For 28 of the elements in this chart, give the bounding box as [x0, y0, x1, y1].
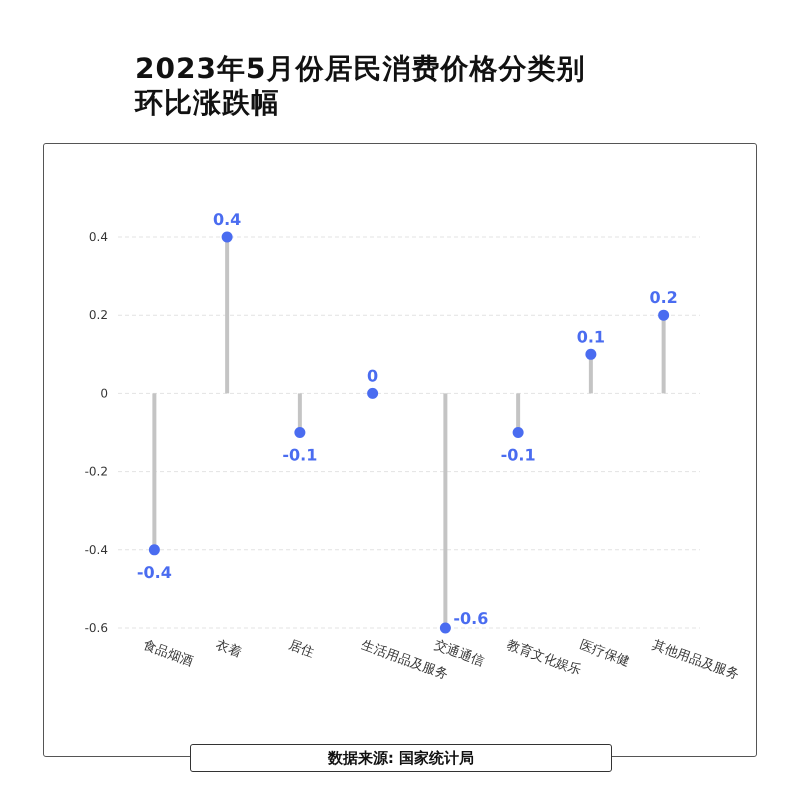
- point: [512, 427, 524, 438]
- data-label: -0.4: [136, 562, 172, 582]
- data-label: 0.4: [212, 210, 242, 229]
- point: [222, 232, 233, 242]
- y-tick-label: -0.2: [84, 464, 108, 479]
- x-tick-label: 居住: [286, 638, 316, 661]
- y-tick-label: -0.4: [84, 542, 108, 557]
- x-tick-label: 衣着: [214, 636, 244, 661]
- y-tick-label: 0.2: [88, 308, 108, 322]
- point: [148, 544, 160, 556]
- x-tick-label: 食品烟酒: [141, 638, 195, 670]
- y-tick-label: -0.6: [84, 621, 108, 635]
- data-label: 0.2: [649, 288, 678, 308]
- point: [294, 427, 306, 438]
- point: [585, 348, 596, 360]
- data-label: 0: [367, 366, 378, 386]
- y-tick-label: 0.4: [88, 230, 108, 244]
- point: [440, 622, 451, 634]
- data-label: 0.1: [576, 327, 606, 346]
- data-label: -0.1: [282, 446, 318, 464]
- data-label: -0.6: [453, 609, 488, 628]
- point: [367, 388, 378, 399]
- y-tick-label: 0: [100, 386, 108, 400]
- data-label: -0.1: [500, 446, 536, 464]
- source-note: 数据来源: 国家统计局: [190, 744, 612, 772]
- x-tick-label: 其他用品及服务: [650, 638, 741, 683]
- point: [658, 310, 670, 321]
- chart-title: 2023年5月份居民消费价格分类别环比涨跌幅: [135, 52, 586, 120]
